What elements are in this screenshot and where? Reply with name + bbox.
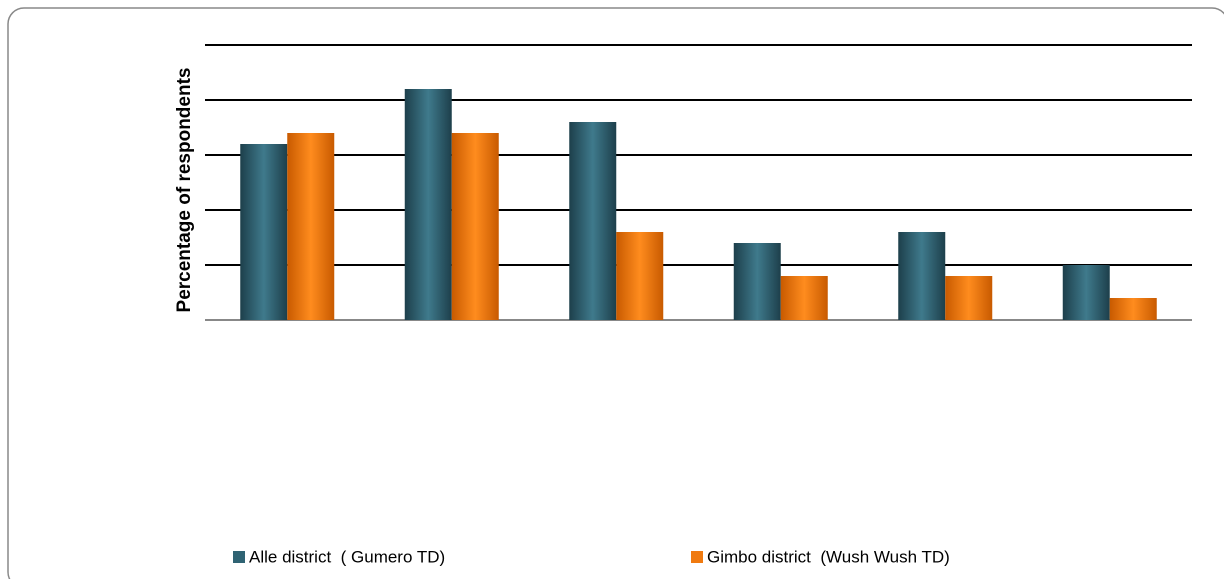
legend-label: Alle district ( Gumero TD) bbox=[249, 547, 445, 566]
legend-swatch bbox=[233, 551, 245, 563]
y-axis-label: Percentage of respondents bbox=[174, 68, 195, 313]
bar bbox=[451, 133, 499, 320]
bar bbox=[733, 243, 781, 320]
bar bbox=[404, 89, 452, 320]
bar bbox=[898, 232, 946, 320]
bar bbox=[569, 122, 617, 320]
bar bbox=[287, 133, 335, 320]
legend-swatch bbox=[691, 551, 703, 563]
legend-label: Gimbo district (Wush Wush TD) bbox=[707, 547, 950, 566]
chart-border bbox=[7, 7, 1224, 579]
bar bbox=[780, 276, 828, 320]
bar bbox=[1109, 298, 1157, 320]
bar bbox=[616, 232, 664, 320]
bar bbox=[945, 276, 993, 320]
bar bbox=[1062, 265, 1110, 320]
bar bbox=[240, 144, 288, 320]
